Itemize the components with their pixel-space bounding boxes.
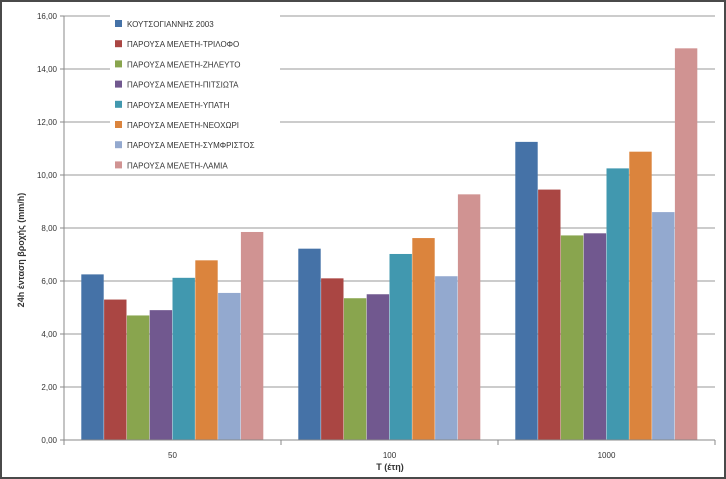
legend-label: ΚΟΥΤΣΟΓΙΑΝΝΗΣ 2003 bbox=[127, 20, 214, 29]
bar-1000-series-3 bbox=[560, 235, 584, 440]
bar-50-series-6 bbox=[195, 260, 218, 440]
legend-swatch bbox=[115, 141, 122, 149]
y-tick-label: 12,00 bbox=[37, 118, 58, 127]
bar-100-series-3 bbox=[343, 298, 367, 440]
bar-1000-series-7 bbox=[652, 212, 675, 440]
x-tick-label: 50 bbox=[168, 451, 177, 460]
bar-50-series-1 bbox=[81, 274, 104, 441]
y-tick-label: 14,00 bbox=[37, 65, 58, 74]
legend-label: ΠΑΡΟΥΣΑ ΜΕΛΕΤΗ-ΣΥΜΦΡΙΣΤΟΣ bbox=[127, 141, 255, 150]
legend-label: ΠΑΡΟΥΣΑ ΜΕΛΕΤΗ-ΖΗΛΕΥΤΟ bbox=[127, 60, 240, 69]
y-tick-label: 8,00 bbox=[41, 224, 57, 233]
legend-swatch bbox=[115, 40, 122, 48]
bar-100-series-8 bbox=[457, 194, 481, 440]
bar-1000-series-6 bbox=[629, 151, 652, 440]
x-axis-ticks: 50 100 1000 bbox=[63, 440, 716, 460]
y-tick-label: 4,00 bbox=[41, 330, 57, 339]
bar-100-series-2 bbox=[321, 278, 344, 440]
legend-swatch bbox=[115, 20, 122, 27]
legend-swatch bbox=[115, 100, 122, 108]
bar-100-series-7 bbox=[435, 276, 458, 440]
legend-label: ΠΑΡΟΥΣΑ ΜΕΛΕΤΗ-ΥΠΑΤΗ bbox=[127, 101, 230, 110]
bar-1000-series-4 bbox=[583, 233, 607, 440]
bar-50-series-4 bbox=[149, 310, 173, 440]
bar-50-series-5 bbox=[172, 277, 195, 440]
legend-swatch bbox=[115, 161, 122, 169]
y-tick-label: 6,00 bbox=[41, 277, 57, 286]
legend-label: ΠΑΡΟΥΣΑ ΜΕΛΕΤΗ-ΠΙΤΣΙΩΤΑ bbox=[127, 81, 239, 90]
bar-50-series-7 bbox=[218, 292, 241, 440]
x-tick-label: 100 bbox=[383, 451, 397, 460]
y-tick-label: 16,00 bbox=[37, 12, 58, 21]
legend-label: ΠΑΡΟΥΣΑ ΜΕΛΕΤΗ-ΤΡΙΛΟΦΟ bbox=[127, 40, 239, 49]
legend-swatch bbox=[115, 60, 122, 68]
bar-1000-series-5 bbox=[606, 168, 629, 441]
y-tick-label: 0,00 bbox=[41, 436, 57, 445]
bar-100-series-4 bbox=[366, 294, 390, 440]
bar-50-series-8 bbox=[240, 231, 264, 440]
bar-100-series-5 bbox=[389, 253, 412, 440]
bar-1000-series-1 bbox=[515, 141, 538, 441]
legend-background bbox=[110, 13, 280, 173]
x-axis-label: T (έτη) bbox=[376, 462, 404, 472]
legend-label: ΠΑΡΟΥΣΑ ΜΕΛΕΤΗ-ΝΕΟΧΩΡΙ bbox=[127, 121, 239, 130]
y-tick-label: 10,00 bbox=[37, 171, 58, 180]
legend-swatch bbox=[115, 121, 122, 128]
bar-100-series-1 bbox=[298, 248, 321, 440]
legend-swatch bbox=[115, 80, 122, 88]
y-axis-ticks: 0,00 2,00 4,00 6,00 8,00 10,00 12,00 14,00 16,00 bbox=[37, 12, 64, 445]
y-tick-label: 2,00 bbox=[41, 383, 57, 392]
bar-50-series-2 bbox=[104, 299, 127, 440]
legend-label: ΠΑΡΟΥΣΑ ΜΕΛΕΤΗ-ΛΑΜΙΑ bbox=[127, 161, 228, 170]
axes bbox=[63, 16, 715, 441]
bar-50-series-3 bbox=[126, 315, 150, 440]
bar-1000-series-8 bbox=[674, 48, 698, 440]
y-axis-label: 24h ένταση βροχής (mm/h) bbox=[16, 193, 26, 308]
bars bbox=[81, 48, 698, 441]
x-tick-label: 1000 bbox=[598, 451, 616, 460]
bar-100-series-6 bbox=[412, 238, 435, 440]
legend: ΚΟΥΤΣΟΓΙΑΝΝΗΣ 2003 ΠΑΡΟΥΣΑ ΜΕΛΕΤΗ-ΤΡΙΛΟΦΟ… bbox=[110, 13, 280, 173]
bar-1000-series-2 bbox=[538, 189, 561, 440]
